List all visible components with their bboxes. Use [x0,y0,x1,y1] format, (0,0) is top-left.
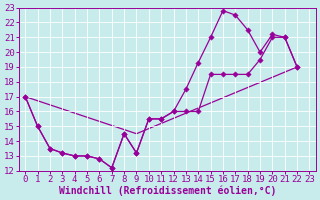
X-axis label: Windchill (Refroidissement éolien,°C): Windchill (Refroidissement éolien,°C) [59,185,276,196]
